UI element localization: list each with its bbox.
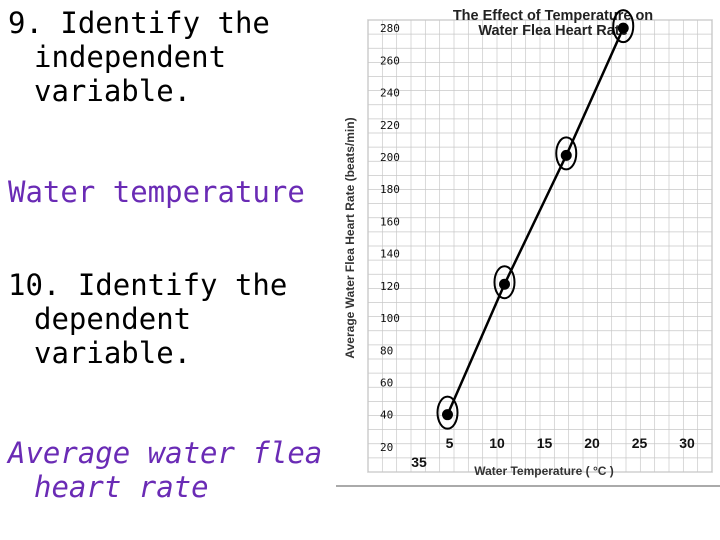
question-9: 9. Identify the independent variable. <box>8 6 328 108</box>
y-tick-labels: 20 40 60 80 100 120 140 160 180 200 220 240 260 280 <box>380 22 400 454</box>
question-10-line-2: dependent <box>34 302 192 336</box>
question-10-line-1: 10. Identify the <box>8 268 288 302</box>
answer-9: Water temperature <box>8 175 338 209</box>
y-tick-label: 100 <box>380 312 400 325</box>
x-tick-label: 15 <box>537 435 553 451</box>
data-point <box>442 409 453 421</box>
question-9-line-3: variable. <box>34 74 192 108</box>
chart-subtitle: Water Flea Heart Rate <box>478 23 627 39</box>
series-line <box>446 27 625 416</box>
point-circle <box>555 136 578 171</box>
y-tick-label: 60 <box>380 376 393 389</box>
y-tick-label: 40 <box>380 409 393 422</box>
x-tick-labels: 5 10 15 20 25 30 <box>446 435 695 451</box>
y-tick-label: 80 <box>380 344 393 357</box>
y-tick-label: 200 <box>380 151 400 164</box>
chart-title: The Effect of Temperature on <box>453 8 653 24</box>
data-series <box>436 9 635 430</box>
y-tick-label: 280 <box>380 22 400 35</box>
point-circle <box>493 265 516 300</box>
answer-9-text: Water temperature <box>8 175 305 209</box>
answer-10-line-2: heart rate <box>34 470 209 504</box>
point-circle <box>436 395 459 430</box>
y-tick-label: 20 <box>380 441 393 454</box>
x-tick-label: 10 <box>489 435 505 451</box>
x-tick-label: 30 <box>679 435 695 451</box>
question-10-line-3: variable. <box>34 336 192 370</box>
chart-grid <box>367 19 713 473</box>
y-tick-label: 120 <box>380 280 400 293</box>
y-tick-label: 140 <box>380 248 400 261</box>
y-tick-label: 220 <box>380 119 400 132</box>
point-circle <box>612 9 635 44</box>
x-tick-label: 20 <box>584 435 600 451</box>
question-9-line-2: independent <box>34 40 227 74</box>
data-point <box>560 149 572 161</box>
question-10: 10. Identify the dependent variable. <box>8 268 328 370</box>
y-tick-label: 240 <box>380 87 400 100</box>
x-tick-label: 25 <box>632 435 648 451</box>
y-tick-label: 260 <box>380 54 400 67</box>
data-point <box>617 22 629 34</box>
y-tick-label: 160 <box>380 215 400 228</box>
x-tick-label: 5 <box>446 435 454 451</box>
answer-10: Average water flea heart rate <box>8 436 338 504</box>
x-extra-label: 35 <box>411 454 427 470</box>
question-9-line-1: 9. Identify the <box>8 6 270 40</box>
y-tick-label: 180 <box>380 183 400 196</box>
data-point <box>499 278 510 290</box>
y-axis-label: Average Water Flea Heart Rate (beats/min… <box>343 117 357 358</box>
x-axis-label: Water Temperature ( °C ) <box>474 464 614 478</box>
answer-10-line-1: Average water flea <box>8 436 323 470</box>
heart-rate-chart: The Effect of Temperature on Water Flea … <box>336 8 720 487</box>
